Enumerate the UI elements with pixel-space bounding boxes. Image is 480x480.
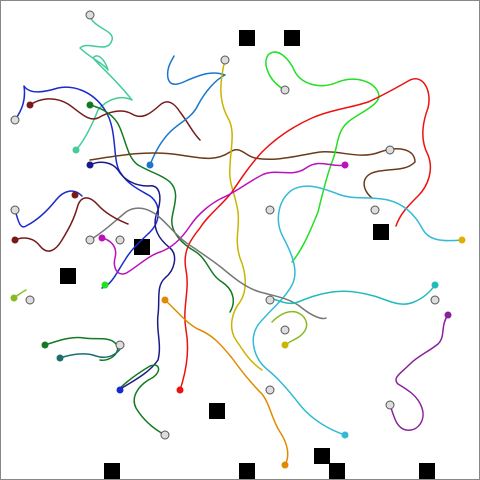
obstacle-block: [104, 463, 120, 479]
end-marker: [116, 386, 124, 394]
maroon-trail-left: [14, 197, 129, 252]
end-marker: [41, 341, 49, 349]
start-marker: [430, 295, 440, 305]
start-marker: [385, 145, 395, 155]
obstacle-block: [373, 224, 389, 240]
obstacle-block: [239, 463, 255, 479]
start-marker: [85, 235, 95, 245]
end-marker: [72, 146, 80, 154]
end-marker: [281, 341, 289, 349]
end-marker: [341, 161, 349, 169]
end-marker: [176, 386, 184, 394]
magenta-trail: [101, 162, 346, 275]
end-marker: [10, 294, 18, 302]
end-marker: [86, 101, 94, 109]
teal-trail-bottom-left: [59, 345, 123, 359]
end-marker: [146, 161, 154, 169]
start-marker: [115, 340, 125, 350]
green-trail-bottom-left: [44, 336, 166, 436]
obstacle-block: [209, 403, 225, 419]
end-marker: [458, 236, 466, 244]
start-marker: [85, 10, 95, 20]
obstacle-block: [314, 448, 330, 464]
end-marker: [101, 281, 109, 289]
end-marker: [98, 234, 106, 242]
red-trail: [179, 78, 432, 391]
start-marker: [265, 205, 275, 215]
obstacle-block: [134, 239, 150, 255]
maroon-trail: [29, 98, 201, 141]
start-marker: [220, 55, 230, 65]
end-marker: [161, 296, 169, 304]
gray-trail: [89, 207, 327, 320]
brown-trail: [89, 148, 416, 199]
purple-trail: [389, 314, 449, 431]
lime-trail: [265, 51, 380, 263]
teal-green-trail: [75, 14, 133, 151]
sky-blue-trail: [149, 55, 226, 166]
end-marker: [444, 311, 452, 319]
obstacle-block: [329, 463, 345, 479]
start-marker: [10, 205, 20, 215]
start-marker: [115, 235, 125, 245]
start-marker: [280, 325, 290, 335]
end-marker: [281, 461, 289, 469]
blue-trail-left-edge: [14, 190, 83, 228]
end-marker: [11, 236, 19, 244]
end-marker: [71, 191, 79, 199]
olive-yellow-trail: [220, 59, 263, 371]
dark-green-trail: [89, 104, 235, 313]
start-marker: [160, 430, 170, 440]
end-marker: [341, 431, 349, 439]
obstacle-block: [419, 463, 435, 479]
end-marker: [26, 101, 34, 109]
obstacle-block: [284, 30, 300, 46]
obstacle-block: [60, 268, 76, 284]
orange-trail: [164, 299, 289, 466]
cyan-trail: [252, 185, 463, 436]
start-marker: [265, 385, 275, 395]
start-marker: [280, 85, 290, 95]
start-marker: [25, 295, 35, 305]
start-marker: [370, 205, 380, 215]
start-marker: [385, 400, 395, 410]
end-marker: [56, 354, 64, 362]
navy-trail: [89, 161, 176, 389]
start-marker: [10, 115, 20, 125]
end-marker: [431, 281, 439, 289]
turquoise-trail: [269, 284, 436, 305]
start-marker: [265, 295, 275, 305]
end-marker: [86, 161, 94, 169]
obstacle-block: [239, 30, 255, 46]
